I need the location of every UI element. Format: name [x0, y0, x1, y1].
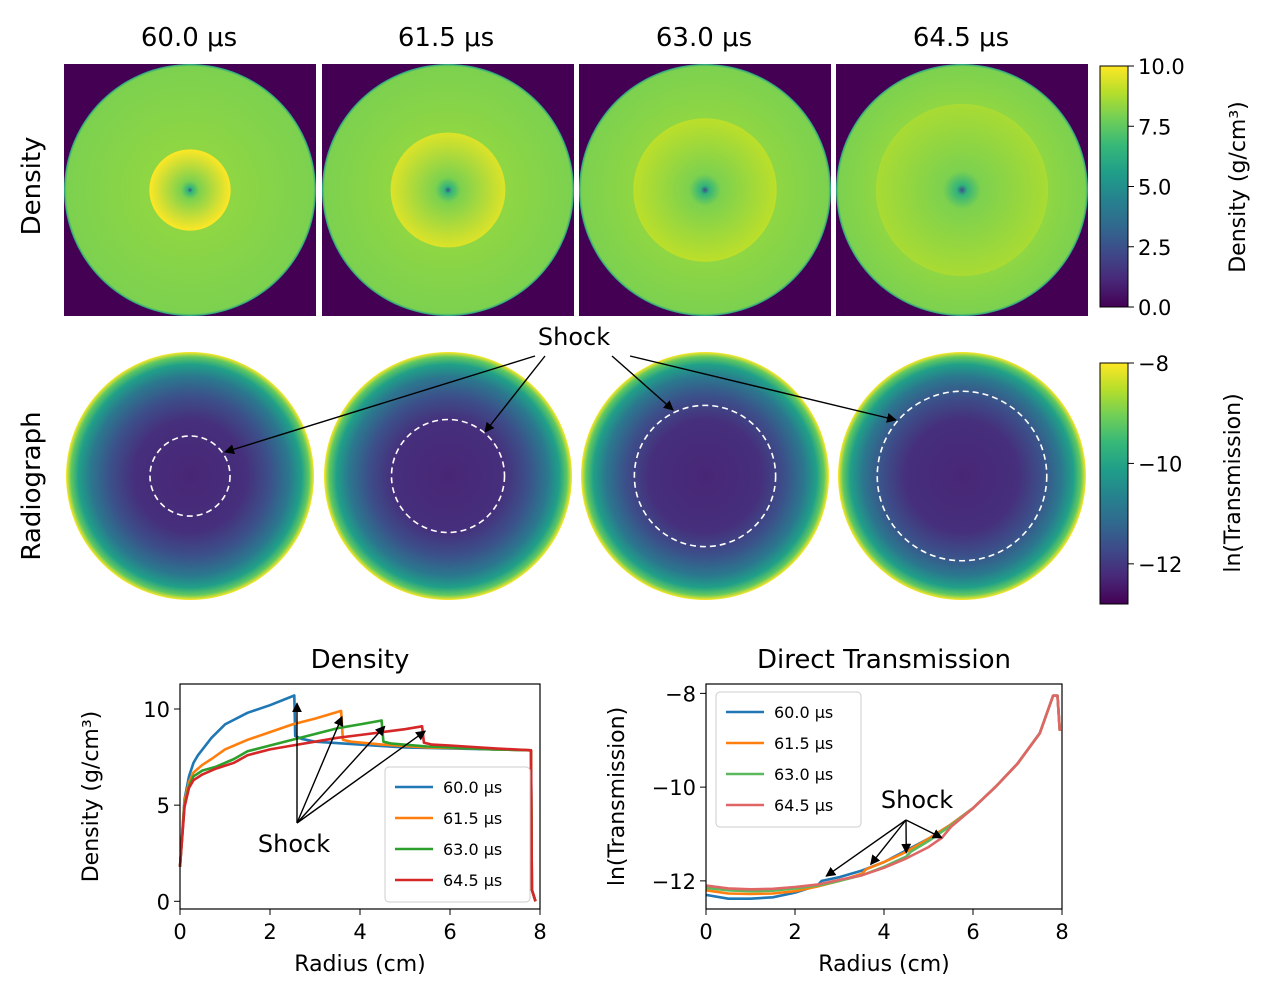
shock-annotation: Shock	[881, 786, 953, 814]
x-tick-label: 8	[533, 920, 546, 944]
y-tick-label: 0	[157, 890, 170, 914]
row-label-density: Density	[17, 137, 47, 236]
x-tick-label: 6	[443, 920, 456, 944]
legend-label: 64.5 μs	[774, 796, 833, 815]
shock-front-circle	[633, 404, 777, 548]
radiograph-disk	[581, 352, 829, 600]
shock-arrow	[629, 355, 897, 423]
radiograph-disk	[838, 352, 1086, 600]
colorbar-tick-label: −8	[1138, 352, 1169, 376]
colorbar-tick-label: 0.0	[1138, 296, 1171, 320]
radiograph-maps	[66, 352, 1086, 600]
y-tick-label: −12	[652, 870, 696, 894]
colorbar-tick-label: 10.0	[1138, 55, 1185, 79]
x-tick-label: 4	[877, 920, 890, 944]
x-tick-label: 0	[173, 920, 186, 944]
x-tick-label: 2	[263, 920, 276, 944]
legend-label: 63.0 μs	[443, 840, 502, 859]
colorbar-tick-label: −10	[1138, 452, 1182, 476]
shock-front-circle	[876, 390, 1048, 562]
density-colorbar-label: Density (g/cm³)	[1226, 101, 1251, 273]
x-tick-label: 4	[353, 920, 366, 944]
shock-front-circle	[390, 418, 506, 534]
shock-annotation-radiograph: Shock	[538, 323, 610, 351]
x-tick-label: 8	[1055, 920, 1068, 944]
time-title-2: 61.5 μs	[398, 23, 494, 53]
y-tick-label: −10	[652, 776, 696, 800]
radiograph-colorbar-label: ln(Transmission)	[1221, 393, 1246, 572]
series-line-4	[178, 725, 537, 902]
shock-arrow	[611, 355, 674, 411]
legend-box	[715, 691, 862, 828]
time-title-3: 63.0 μs	[656, 23, 752, 53]
density-map-shocked-core	[633, 118, 777, 262]
shock-front-circle	[149, 435, 231, 517]
density-colorbar	[1099, 65, 1129, 308]
colorbar-tick-label: −12	[1138, 553, 1182, 577]
radiograph-colorbar	[1099, 362, 1129, 605]
row-label-radiograph: Radiograph	[17, 411, 47, 560]
legend-label: 60.0 μs	[774, 703, 833, 722]
shock-arrow	[296, 730, 427, 824]
shock-arrow	[825, 819, 907, 877]
x-tick-label: 2	[788, 920, 801, 944]
density-map-shocked-core	[390, 132, 506, 248]
shock-arrow	[224, 355, 536, 455]
legend-label: 61.5 μs	[774, 734, 833, 753]
shock-arrow	[296, 715, 344, 824]
radiograph-colorbar-ticks: −12 −10 −8	[1128, 352, 1182, 577]
density-maps	[64, 64, 1088, 316]
shock-annotation: Shock	[258, 830, 330, 858]
y-tick-label: −8	[665, 682, 696, 706]
y-axis-label: ln(Transmission)	[605, 707, 630, 886]
radiograph-disk	[66, 352, 314, 600]
y-tick-label: 10	[143, 698, 170, 722]
shock-arrow	[905, 819, 943, 839]
density-map-shocked-core	[875, 103, 1049, 277]
y-tick-label: 5	[157, 794, 170, 818]
time-title-1: 60.0 μs	[141, 23, 237, 53]
colorbar-tick-label: 7.5	[1138, 115, 1171, 139]
colorbar-tick-label: 5.0	[1138, 176, 1171, 200]
shock-arrows-radiograph	[224, 355, 897, 455]
legend-box	[384, 766, 531, 903]
x-axis-label: Radius (cm)	[294, 952, 425, 977]
transmission-line-chart: Direct Transmission 0 2 4 6 8 −12 −10 −8 Radius (…	[605, 645, 1069, 977]
legend-label: 64.5 μs	[443, 871, 502, 890]
density-map-shocked-core	[149, 149, 231, 231]
radiograph-disk	[324, 352, 572, 600]
legend-label: 61.5 μs	[443, 809, 502, 828]
shock-arrow	[484, 355, 546, 433]
x-tick-label: 0	[699, 920, 712, 944]
chart-title: Direct Transmission	[757, 645, 1011, 675]
shock-arrow	[870, 819, 907, 866]
x-axis-label: Radius (cm)	[818, 952, 949, 977]
chart-title: Density	[311, 645, 410, 675]
density-line-chart: Density 0 2 4 6 8 0 5 10 Radius (cm) Density (g/cm…	[79, 645, 547, 977]
y-axis-label: Density (g/cm³)	[79, 711, 104, 883]
x-tick-label: 6	[966, 920, 979, 944]
series-line-4	[705, 694, 1062, 891]
colorbar-tick-label: 2.5	[1138, 236, 1171, 260]
density-colorbar-ticks: 0.0 2.5 5.0 7.5 10.0	[1128, 55, 1185, 320]
shock-arrow	[296, 725, 386, 824]
time-title-4: 64.5 μs	[913, 23, 1009, 53]
legend-label: 63.0 μs	[774, 765, 833, 784]
legend-label: 60.0 μs	[443, 778, 502, 797]
